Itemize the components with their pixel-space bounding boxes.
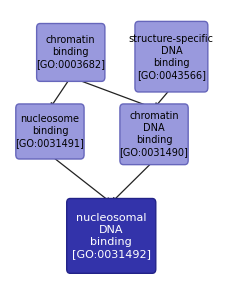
FancyBboxPatch shape [16, 104, 84, 159]
Text: chromatin
binding
[GO:0003682]: chromatin binding [GO:0003682] [36, 36, 105, 69]
FancyBboxPatch shape [120, 104, 188, 165]
FancyBboxPatch shape [135, 21, 208, 92]
FancyBboxPatch shape [67, 198, 156, 273]
FancyBboxPatch shape [37, 24, 105, 81]
Text: nucleosomal
DNA
binding
[GO:0031492]: nucleosomal DNA binding [GO:0031492] [72, 213, 151, 259]
Text: nucleosome
binding
[GO:0031491]: nucleosome binding [GO:0031491] [15, 114, 84, 148]
Text: structure-specific
DNA
binding
[GO:0043566]: structure-specific DNA binding [GO:00435… [129, 34, 214, 80]
Text: chromatin
DNA
binding
[GO:0031490]: chromatin DNA binding [GO:0031490] [120, 111, 188, 157]
